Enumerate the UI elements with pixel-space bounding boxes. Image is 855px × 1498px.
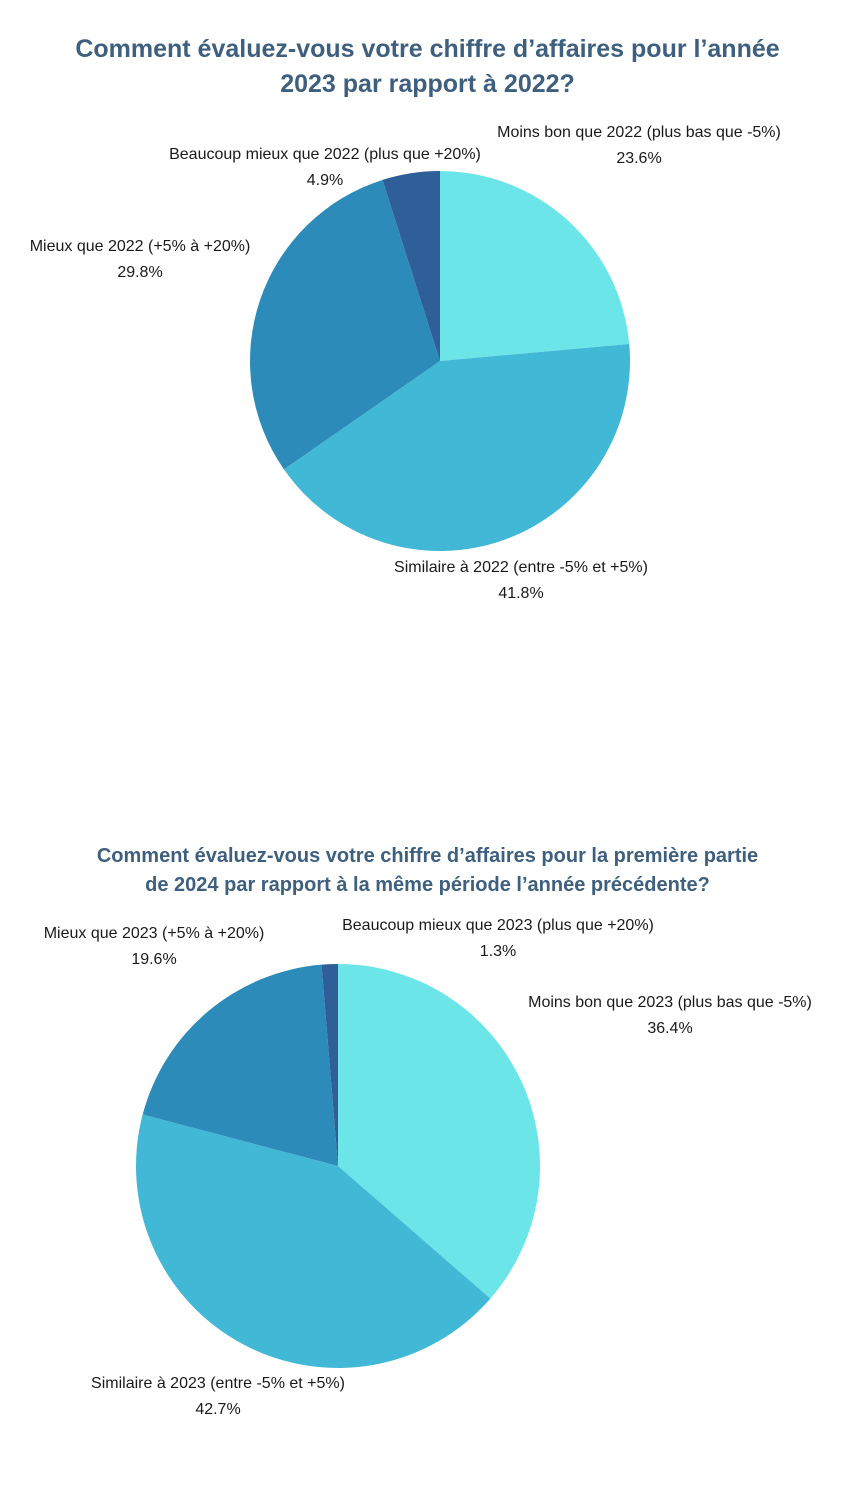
- slice-value-text: 4.9%: [306, 172, 344, 189]
- slice-label-text: Moins bon que 2022 (plus bas que -5%): [497, 124, 781, 141]
- pie-slice-0: [338, 964, 540, 1299]
- slice-label-text: Beaucoup mieux que 2022 (plus que +20%): [169, 146, 481, 163]
- slice-label-similaire: Similaire à 2023 (entre -5% et +5%) 42.7…: [68, 1371, 368, 1423]
- slice-label-text: Mieux que 2022 (+5% à +20%): [29, 238, 251, 255]
- slice-label-beaucoup-mieux: Beaucoup mieux que 2022 (plus que +20%) …: [147, 142, 503, 194]
- slice-label-text: Moins bon que 2023 (plus bas que -5%): [528, 994, 812, 1011]
- slice-label-text: Similaire à 2023 (entre -5% et +5%): [91, 1375, 345, 1392]
- slice-label-similaire: Similaire à 2022 (entre -5% et +5%) 41.8…: [376, 555, 666, 607]
- slice-label-moins-bon: Moins bon que 2022 (plus bas que -5%) 23…: [476, 120, 802, 172]
- chart-title: Comment évaluez-vous votre chiffre d’aff…: [0, 842, 855, 900]
- slice-label-mieux: Mieux que 2023 (+5% à +20%) 19.6%: [26, 921, 282, 973]
- slice-label-beaucoup-mieux: Beaucoup mieux que 2023 (plus que +20%) …: [310, 913, 686, 965]
- pie-slice-0: [440, 171, 630, 361]
- pie-slice-2: [142, 964, 338, 1166]
- chart-title: Comment évaluez-vous votre chiffre d’aff…: [0, 32, 855, 102]
- pie-svg: [136, 964, 540, 1368]
- slice-value-text: 1.3%: [479, 943, 517, 960]
- chart-title-line-1: Comment évaluez-vous votre chiffre d’aff…: [75, 35, 780, 63]
- pie-chart-2024: Comment évaluez-vous votre chiffre d’aff…: [0, 820, 855, 1498]
- chart-title-line-2: de 2024 par rapport à la même période l’…: [145, 874, 710, 896]
- pie-svg: [249, 171, 630, 552]
- slice-value-text: 36.4%: [647, 1020, 693, 1037]
- pie-slice-1: [283, 344, 630, 552]
- slice-value-text: 29.8%: [117, 264, 163, 281]
- slice-label-mieux: Mieux que 2022 (+5% à +20%) 29.8%: [18, 234, 262, 286]
- pie-chart-2023: Comment évaluez-vous votre chiffre d’aff…: [0, 0, 855, 700]
- slice-value-text: 41.8%: [498, 585, 544, 602]
- pie-slice-2: [249, 179, 440, 470]
- slice-value-text: 19.6%: [131, 951, 177, 968]
- pie-slice-1: [136, 1114, 491, 1368]
- slice-label-text: Similaire à 2022 (entre -5% et +5%): [394, 559, 648, 576]
- slice-value-text: 42.7%: [195, 1401, 241, 1418]
- slice-label-text: Beaucoup mieux que 2023 (plus que +20%): [342, 917, 654, 934]
- slice-value-text: 23.6%: [616, 150, 662, 167]
- pie-slice-3: [321, 964, 338, 1166]
- slice-label-text: Mieux que 2023 (+5% à +20%): [43, 925, 265, 942]
- pie-slice-3: [382, 171, 440, 361]
- chart-title-line-2: 2023 par rapport à 2022?: [280, 70, 575, 98]
- chart-title-line-1: Comment évaluez-vous votre chiffre d’aff…: [96, 845, 759, 867]
- slice-label-moins-bon: Moins bon que 2023 (plus bas que -5%) 36…: [502, 990, 838, 1042]
